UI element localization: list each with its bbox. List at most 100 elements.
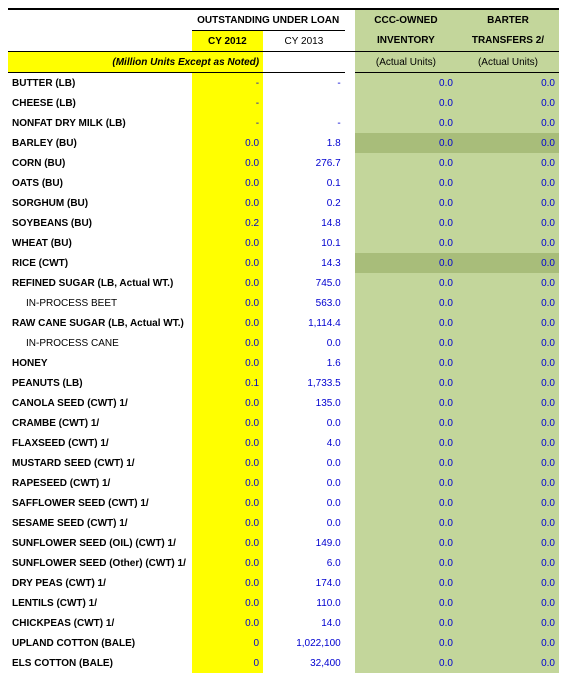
- barter-value: 0.0: [457, 373, 559, 393]
- cy2013-value: 0.1: [263, 173, 345, 193]
- inventory-value: 0.0: [355, 173, 457, 193]
- header-transfers: TRANSFERS 2/: [457, 31, 559, 52]
- cy2013-value: 1.8: [263, 133, 345, 153]
- commodity-label: CANOLA SEED (CWT) 1/: [8, 393, 192, 413]
- table-row: SOYBEANS (BU)0.214.80.00.0: [8, 213, 559, 233]
- cy2013-value: 149.0: [263, 533, 345, 553]
- cy2012-value: 0: [192, 653, 263, 673]
- table-row: FLAXSEED (CWT) 1/0.04.00.00.0: [8, 433, 559, 453]
- commodity-label: SESAME SEED (CWT) 1/: [8, 513, 192, 533]
- barter-value: 0.0: [457, 613, 559, 633]
- commodity-label: PEANUTS (LB): [8, 373, 192, 393]
- barter-value: 0.0: [457, 133, 559, 153]
- header-outstanding: OUTSTANDING UNDER LOAN: [192, 9, 345, 31]
- barter-value: 0.0: [457, 573, 559, 593]
- table-row: RAW CANE SUGAR (LB, Actual WT.)0.01,114.…: [8, 313, 559, 333]
- cy2013-value: 14.0: [263, 613, 345, 633]
- commodity-label: SOYBEANS (BU): [8, 213, 192, 233]
- barter-value: 0.0: [457, 173, 559, 193]
- cy2013-value: 14.3: [263, 253, 345, 273]
- table-row: IN-PROCESS BEET0.0563.00.00.0: [8, 293, 559, 313]
- cy2013-value: 1,733.5: [263, 373, 345, 393]
- cy2012-value: 0.0: [192, 273, 263, 293]
- cy2013-value: 32,400: [263, 653, 345, 673]
- table-row: CRAMBE (CWT) 1/0.00.00.00.0: [8, 413, 559, 433]
- cy2013-value: 745.0: [263, 273, 345, 293]
- commodity-label: HONEY: [8, 353, 192, 373]
- cy2012-value: 0.0: [192, 613, 263, 633]
- inventory-value: 0.0: [355, 593, 457, 613]
- cy2013-value: 276.7: [263, 153, 345, 173]
- table-row: IN-PROCESS CANE0.00.00.00.0: [8, 333, 559, 353]
- commodity-label: UPLAND COTTON (BALE): [8, 633, 192, 653]
- inventory-value: 0.0: [355, 453, 457, 473]
- barter-value: 0.0: [457, 453, 559, 473]
- barter-value: 0.0: [457, 433, 559, 453]
- inventory-value: 0.0: [355, 553, 457, 573]
- header-row-1: OUTSTANDING UNDER LOAN CCC-OWNED BARTER: [8, 9, 559, 31]
- barter-value: 0.0: [457, 153, 559, 173]
- inventory-value: 0.0: [355, 373, 457, 393]
- table-row: RICE (CWT)0.014.30.00.0: [8, 253, 559, 273]
- barter-value: 0.0: [457, 193, 559, 213]
- cy2013-value: 110.0: [263, 593, 345, 613]
- cy2012-value: 0.0: [192, 253, 263, 273]
- table-row: NONFAT DRY MILK (LB)--0.00.0: [8, 113, 559, 133]
- table-row: SUNFLOWER SEED (OIL) (CWT) 1/0.0149.00.0…: [8, 533, 559, 553]
- commodity-label: REFINED SUGAR (LB, Actual WT.): [8, 273, 192, 293]
- cy2012-value: -: [192, 93, 263, 113]
- cy2012-value: 0.0: [192, 313, 263, 333]
- commodity-label: WHEAT (BU): [8, 233, 192, 253]
- inventory-value: 0.0: [355, 253, 457, 273]
- header-barter: BARTER: [457, 9, 559, 31]
- barter-value: 0.0: [457, 253, 559, 273]
- barter-value: 0.0: [457, 633, 559, 653]
- table-row: BARLEY (BU)0.01.80.00.0: [8, 133, 559, 153]
- table-row: DRY PEAS (CWT) 1/0.0174.00.00.0: [8, 573, 559, 593]
- barter-value: 0.0: [457, 493, 559, 513]
- commodity-label: MUSTARD SEED (CWT) 1/: [8, 453, 192, 473]
- table-row: REFINED SUGAR (LB, Actual WT.)0.0745.00.…: [8, 273, 559, 293]
- inventory-value: 0.0: [355, 513, 457, 533]
- cy2012-value: -: [192, 73, 263, 94]
- header-cy2013: CY 2013: [263, 31, 345, 52]
- table-row: CHEESE (LB)-0.00.0: [8, 93, 559, 113]
- barter-value: 0.0: [457, 313, 559, 333]
- table-row: WHEAT (BU)0.010.10.00.0: [8, 233, 559, 253]
- table-row: MUSTARD SEED (CWT) 1/0.00.00.00.0: [8, 453, 559, 473]
- barter-value: 0.0: [457, 553, 559, 573]
- inventory-value: 0.0: [355, 493, 457, 513]
- commodity-label: IN-PROCESS CANE: [8, 333, 192, 353]
- barter-value: 0.0: [457, 393, 559, 413]
- table-row: ELS COTTON (BALE)032,4000.00.0: [8, 653, 559, 673]
- inventory-table: OUTSTANDING UNDER LOAN CCC-OWNED BARTER …: [8, 8, 559, 673]
- table-row: SORGHUM (BU)0.00.20.00.0: [8, 193, 559, 213]
- commodity-label: RAPESEED (CWT) 1/: [8, 473, 192, 493]
- cy2013-value: 135.0: [263, 393, 345, 413]
- inventory-value: 0.0: [355, 133, 457, 153]
- cy2013-value: 0.0: [263, 513, 345, 533]
- commodity-label: CRAMBE (CWT) 1/: [8, 413, 192, 433]
- table-row: CORN (BU)0.0276.70.00.0: [8, 153, 559, 173]
- inventory-value: 0.0: [355, 653, 457, 673]
- cy2012-value: 0.0: [192, 453, 263, 473]
- barter-value: 0.0: [457, 293, 559, 313]
- header-cy2012: CY 2012: [192, 31, 263, 52]
- cy2012-value: 0.0: [192, 593, 263, 613]
- inventory-value: 0.0: [355, 533, 457, 553]
- cy2013-value: 0.0: [263, 453, 345, 473]
- cy2012-value: 0.0: [192, 333, 263, 353]
- cy2012-value: 0.0: [192, 493, 263, 513]
- barter-value: 0.0: [457, 213, 559, 233]
- commodity-label: BUTTER (LB): [8, 73, 192, 94]
- cy2012-value: 0.0: [192, 193, 263, 213]
- table-row: PEANUTS (LB)0.11,733.50.00.0: [8, 373, 559, 393]
- inventory-value: 0.0: [355, 433, 457, 453]
- cy2012-value: 0.0: [192, 393, 263, 413]
- table-row: CHICKPEAS (CWT) 1/0.014.00.00.0: [8, 613, 559, 633]
- commodity-label: IN-PROCESS BEET: [8, 293, 192, 313]
- table-row: UPLAND COTTON (BALE)01,022,1000.00.0: [8, 633, 559, 653]
- commodity-label: SORGHUM (BU): [8, 193, 192, 213]
- header-inventory: INVENTORY: [355, 31, 457, 52]
- cy2012-value: 0.0: [192, 553, 263, 573]
